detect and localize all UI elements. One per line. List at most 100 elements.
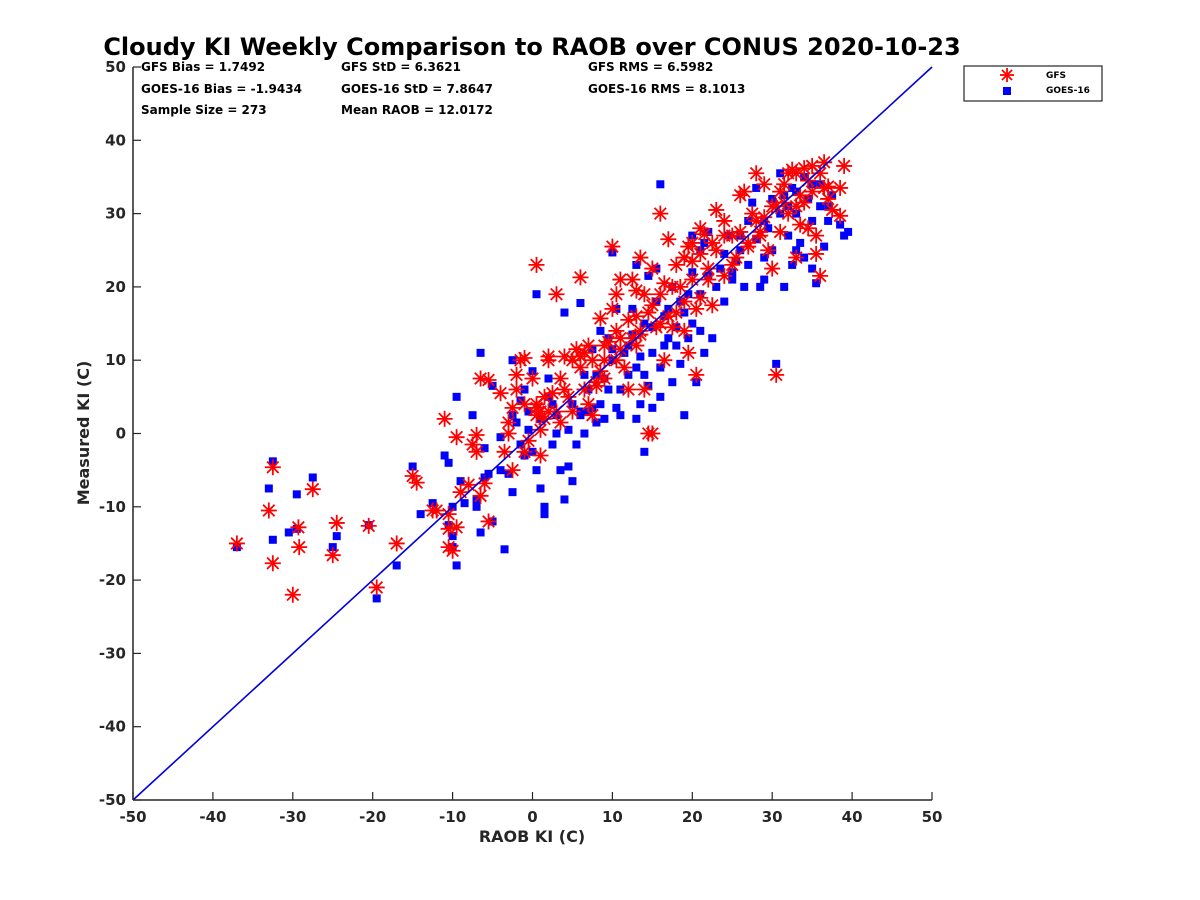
stat-mean-raob: Mean RAOB = 12.0172 — [341, 103, 493, 117]
y-axis-ticks: -50 -40 -30 -20 -10 0 10 20 30 40 50 — [99, 58, 141, 809]
goes16-point — [264, 484, 273, 493]
stat-gfs-std: GFS StD = 6.3621 — [341, 60, 461, 74]
goes16-point — [268, 535, 277, 544]
y-tick-label: 10 — [105, 351, 126, 369]
goes16-point — [332, 532, 341, 541]
gfs-point — [668, 304, 685, 321]
goes16-point — [632, 414, 641, 423]
y-tick-label: 0 — [116, 425, 126, 443]
gfs-point — [660, 231, 677, 248]
gfs-point — [732, 223, 749, 240]
gfs-point — [772, 223, 789, 240]
gfs-point — [592, 310, 609, 327]
goes16-point — [728, 275, 737, 284]
goes16-point — [600, 414, 609, 423]
goes16-point — [456, 477, 465, 486]
goes16-point — [628, 304, 637, 313]
goes16-point — [844, 227, 853, 236]
gfs-point — [520, 432, 537, 449]
goes16-point — [760, 253, 769, 262]
identity-line — [132, 66, 933, 801]
gfs-point — [572, 348, 589, 365]
stat-gfs-rms: GFS RMS = 6.5982 — [588, 60, 713, 74]
goes16-point — [560, 495, 569, 504]
y-tick-label: -30 — [99, 644, 126, 662]
goes16-point — [448, 532, 457, 541]
goes16-point — [756, 282, 765, 291]
y-tick-label: -20 — [99, 571, 126, 589]
gfs-point — [624, 330, 641, 347]
goes16-point — [452, 392, 461, 401]
goes16-point — [680, 411, 689, 420]
goes16-point — [616, 411, 625, 420]
goes16-point — [632, 363, 641, 372]
gfs-point — [580, 396, 597, 413]
gfs-point — [620, 381, 637, 398]
gfs-point — [716, 267, 733, 284]
x-tick-label: -20 — [359, 808, 386, 826]
goes16-point — [328, 543, 337, 552]
gfs-point — [480, 513, 497, 530]
gfs-point — [460, 476, 477, 493]
goes16-point — [508, 488, 517, 497]
gfs-point — [600, 333, 617, 350]
goes16-point — [592, 418, 601, 427]
gfs-point — [576, 381, 593, 398]
goes16-point — [808, 264, 817, 273]
gfs-point — [604, 300, 621, 317]
goes16-point — [824, 216, 833, 225]
gfs-point — [652, 315, 669, 332]
gfs-point — [748, 165, 765, 182]
gfs-point — [448, 429, 465, 446]
goes16-point — [596, 400, 605, 409]
y-tick-label: 50 — [105, 58, 126, 76]
goes16-point — [488, 381, 497, 390]
gfs-point — [820, 190, 837, 207]
gfs-point — [704, 297, 721, 314]
legend-gfs-marker — [1000, 68, 1014, 82]
gfs-point — [408, 474, 425, 491]
gfs-point — [640, 304, 657, 321]
gfs-point — [700, 260, 717, 277]
gfs-point — [360, 517, 377, 534]
x-tick-label: 20 — [682, 808, 703, 826]
x-tick-label: 50 — [922, 808, 943, 826]
stat-goes-rms: GOES-16 RMS = 8.1013 — [588, 82, 745, 96]
goes16-point — [632, 260, 641, 269]
goes16-point — [704, 227, 713, 236]
goes16-point — [532, 466, 541, 475]
gfs-point — [264, 459, 281, 476]
gfs-point — [716, 212, 733, 229]
gfs-point — [524, 370, 541, 387]
gfs-point — [832, 179, 849, 196]
gfs-point — [684, 271, 701, 288]
gfs-point — [836, 157, 853, 174]
gfs-point — [792, 216, 809, 233]
goes16-point — [548, 440, 557, 449]
goes16-point — [700, 348, 709, 357]
goes16-point — [552, 429, 561, 438]
goes16-point — [656, 392, 665, 401]
gfs-point — [676, 322, 693, 339]
gfs-point — [424, 502, 441, 519]
gfs-point — [692, 289, 709, 306]
goes16-point — [712, 282, 721, 291]
goes16-point — [744, 260, 753, 269]
gfs-point — [756, 176, 773, 193]
gfs-point — [552, 414, 569, 431]
goes16-point — [612, 403, 621, 412]
goes16-point — [408, 462, 417, 471]
stat-sample-size: Sample Size = 273 — [141, 103, 267, 117]
goes16-point — [548, 400, 557, 409]
gfs-point — [516, 396, 533, 413]
goes16-point — [460, 499, 469, 508]
goes16-point — [308, 473, 317, 482]
gfs-point — [612, 341, 629, 358]
gfs-point — [528, 399, 545, 416]
goes16-point — [672, 341, 681, 350]
gfs-point — [584, 407, 601, 424]
legend-goes-marker — [1003, 87, 1011, 95]
gfs-point — [548, 286, 565, 303]
gfs-point — [564, 403, 581, 420]
